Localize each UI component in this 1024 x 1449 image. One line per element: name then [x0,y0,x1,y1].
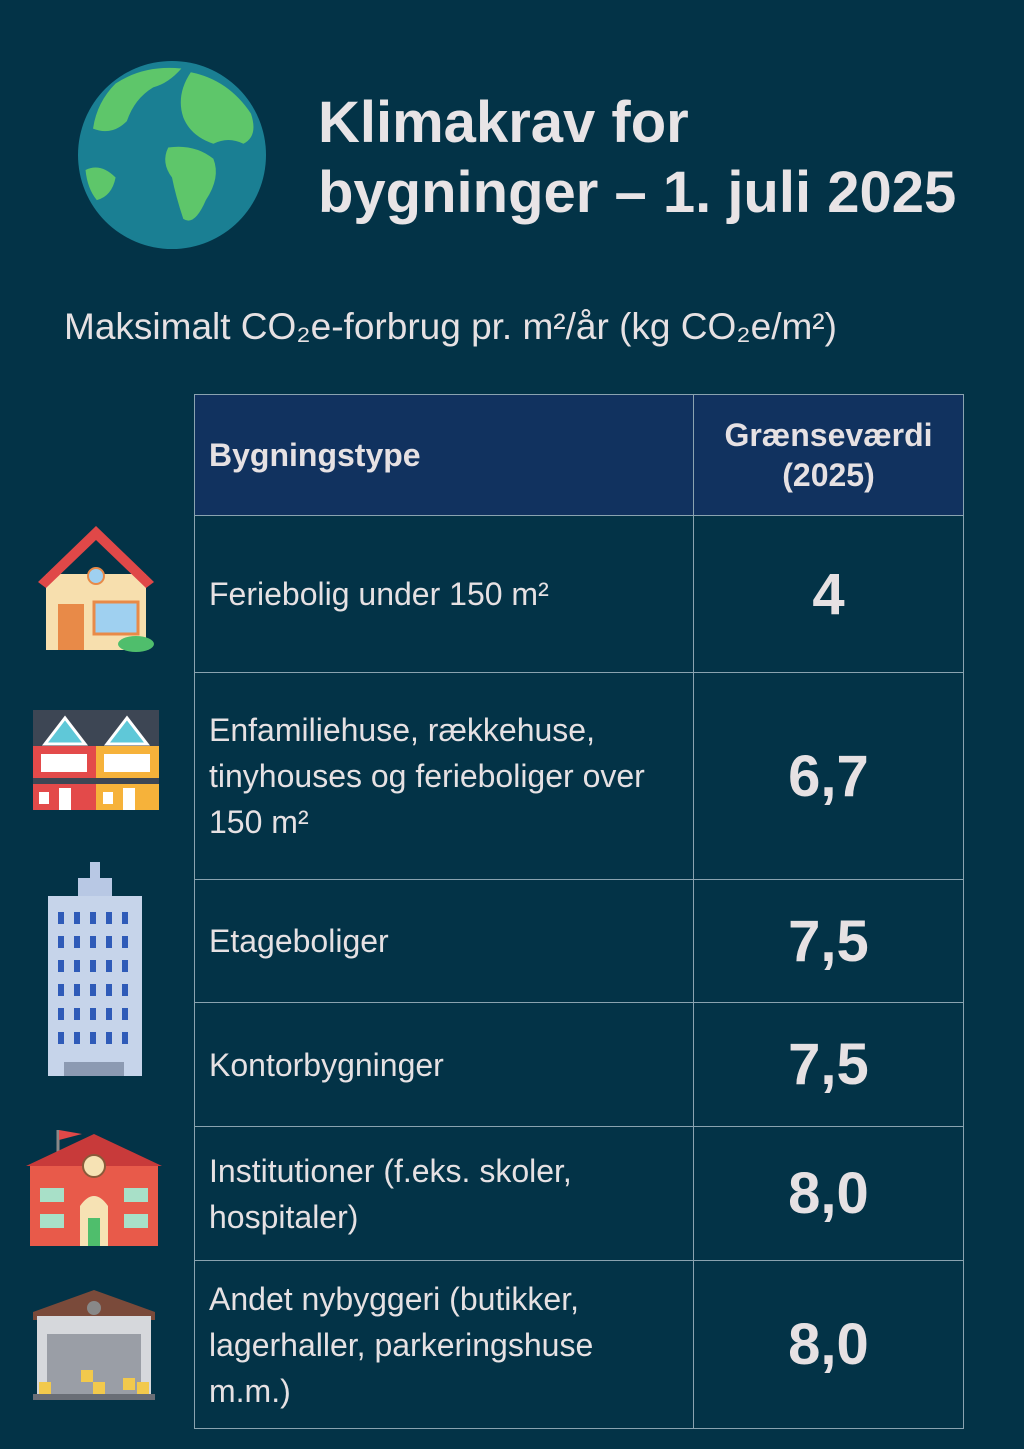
subtitle: Maksimalt CO₂e-forbrug pr. m²/år (kg CO₂… [64,306,837,347]
table-row: Andet nybyggeri (butikker, lagerhaller, … [194,1260,964,1429]
header-limit-label: Grænseværdi (2025) [724,417,933,493]
globe-icon [78,61,266,249]
row-houses-icon [33,710,159,810]
table-row: Feriebolig under 150 m² 4 [194,515,964,673]
building-type-label: Andet nybyggeri (butikker, lagerhaller, … [209,1280,594,1409]
limit-value: 4 [693,515,964,673]
building-type: Etageboliger [194,879,694,1003]
warehouse-icon [33,1290,155,1400]
title-line-1: Klimakrav for [318,90,689,155]
house-icon [38,526,154,652]
header-limit: Grænseværdi (2025) [693,394,964,516]
table-header-row: Bygningstype Grænseværdi (2025) [194,394,964,516]
table-row: Etageboliger 7,5 [194,879,964,1003]
limits-table: Bygningstype Grænseværdi (2025) Feriebol… [194,394,964,1429]
page-title: Klimakrav for bygninger – 1. juli 2025 [318,88,956,228]
school-icon [26,1130,162,1246]
header-building-type: Bygningstype [194,394,694,516]
limit-value: 8,0 [693,1126,964,1261]
table-row: Kontorbygninger 7,5 [194,1002,964,1127]
limit-value: 6,7 [693,672,964,880]
building-type: Enfamiliehuse, rækkehuse, tinyhouses og … [194,672,694,880]
building-type: Feriebolig under 150 m² [194,515,694,673]
table-row: Enfamiliehuse, rækkehuse, tinyhouses og … [194,672,964,880]
table-row: Institutioner (f.eks. skoler, hospitaler… [194,1126,964,1261]
limit-value: 7,5 [693,879,964,1003]
building-type-label: Enfamiliehuse, rækkehuse, tinyhouses og … [209,712,645,840]
building-type: Institutioner (f.eks. skoler, hospitaler… [194,1126,694,1261]
limit-value: 7,5 [693,1002,964,1127]
apartment-tower-icon [48,862,142,1076]
limit-value: 8,0 [693,1260,964,1429]
building-type: Andet nybyggeri (butikker, lagerhaller, … [194,1260,694,1429]
building-type-label: Institutioner (f.eks. skoler, hospitaler… [209,1152,572,1235]
building-type: Kontorbygninger [194,1002,694,1127]
title-line-2: bygninger – 1. juli 2025 [318,160,957,225]
